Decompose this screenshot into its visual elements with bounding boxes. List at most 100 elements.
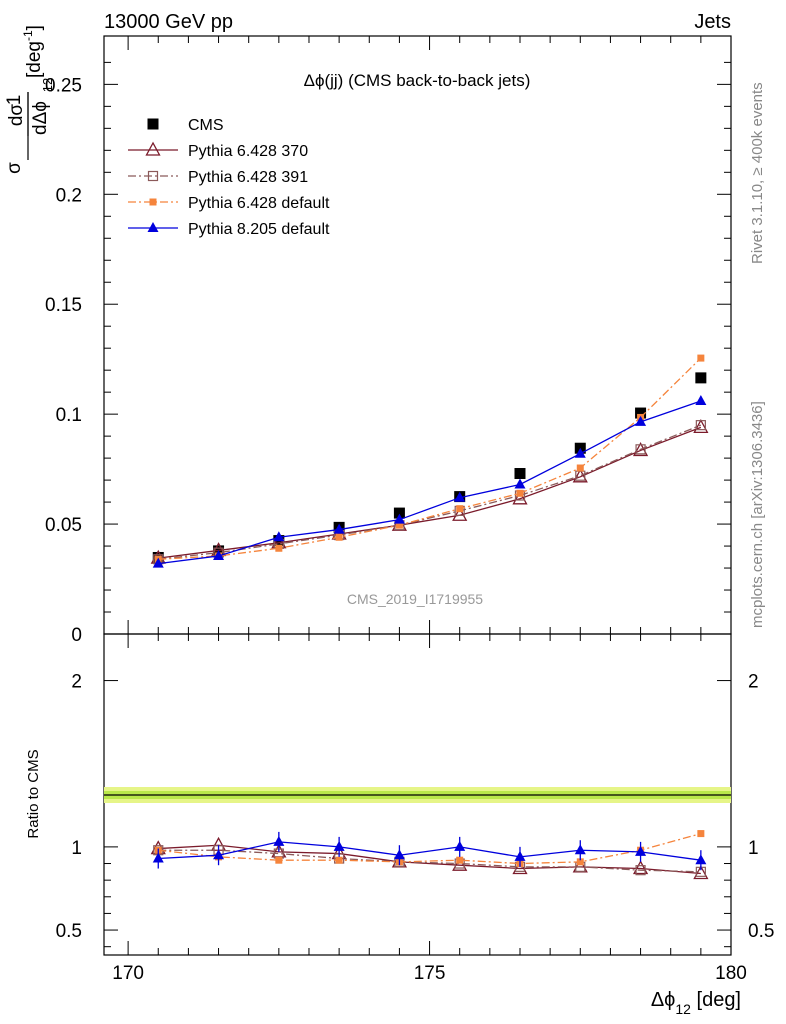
plot-title: Δϕ(jj) (CMS back-to-back jets) — [304, 71, 531, 90]
legend-marker-pythia-6-428-default — [149, 198, 157, 206]
beam-energy-label: 13000 GeV pp — [104, 11, 233, 33]
ratio-y-tick-label-left: 2 — [71, 672, 82, 693]
svg-text:[deg-1]: [deg-1] — [21, 25, 45, 78]
data-point-pythia-8-205-default — [393, 513, 405, 524]
data-point-cms — [695, 372, 707, 384]
y-label-subscript: 12 — [40, 78, 55, 92]
ratio-series-group — [150, 830, 709, 880]
series-line-pythia-8-205-default — [158, 400, 702, 565]
series-line-pythia-6-428-391 — [158, 424, 702, 560]
y-label-dphi: dΔϕ — [30, 101, 51, 135]
x-tick-label: 175 — [414, 963, 446, 984]
ratio-point-pythia-6-428-391 — [635, 865, 646, 876]
x-label-unit: [deg] — [691, 989, 741, 1011]
main-y-tick-labels: 0 0.05 0.1 0.15 0.2 0.25 — [45, 75, 82, 646]
ratio-point-pythia-6-428-370 — [632, 860, 649, 875]
ratio-point-pythia-6-428-default — [335, 856, 343, 864]
data-point-pythia-6-428-370 — [572, 468, 588, 483]
ratio-y-tick-label-right: 2 — [748, 672, 759, 693]
y-label-dsigma: dσ — [6, 104, 27, 127]
data-point-pythia-6-428-370 — [632, 442, 649, 457]
ratio-point-pythia-6-428-370 — [512, 860, 528, 875]
legend-marker-pythia-8-205-default — [147, 222, 159, 232]
main-y-tick-label: 0 — [71, 625, 82, 646]
data-point-pythia-6-428-370 — [693, 418, 709, 433]
legend-label-cms: CMS — [188, 117, 224, 134]
legend-label-pythia-6-428-391: Pythia 6.428 391 — [188, 169, 308, 186]
x-tick-label: 180 — [715, 963, 747, 984]
x-tick-label: 170 — [112, 963, 144, 984]
main-y-tick-label: 0.05 — [45, 515, 82, 536]
data-point-pythia-6-428-370 — [452, 506, 468, 521]
ratio-point-pythia-8-205-default — [695, 854, 707, 865]
data-point-pythia-6-428-370 — [512, 490, 528, 505]
ratio-point-pythia-8-205-default — [635, 845, 647, 856]
data-point-cms — [635, 407, 647, 419]
data-point-pythia-6-428-391 — [635, 444, 646, 455]
data-point-pythia-8-205-default — [514, 478, 526, 489]
data-point-pythia-6-428-default — [697, 354, 705, 362]
x-label-sub: 12 — [675, 1001, 691, 1017]
ratio-axis-ticks — [104, 634, 732, 955]
ratio-point-pythia-8-205-default — [393, 849, 405, 860]
data-point-pythia-8-205-default — [333, 523, 345, 534]
data-point-pythia-8-205-default — [152, 557, 164, 568]
x-axis-label: Δϕ12 [deg] — [651, 989, 741, 1017]
series-line-pythia-6-428-370 — [158, 426, 702, 559]
ratio-y-axis-label: Ratio to CMS — [25, 749, 42, 838]
data-point-pythia-8-205-default — [574, 447, 586, 458]
ratio-point-pythia-8-205-default — [333, 840, 345, 851]
process-label: Jets — [694, 11, 731, 33]
ratio-line-pythia-6-428-default — [158, 832, 702, 865]
data-point-pythia-6-428-default — [395, 521, 403, 529]
x-label-main: Δϕ — [651, 989, 676, 1011]
ratio-point-pythia-6-428-default — [697, 830, 705, 838]
main-y-tick-label: 0.25 — [45, 75, 82, 96]
data-point-pythia-8-205-default — [213, 549, 225, 560]
ratio-line-pythia-6-428-391 — [158, 849, 701, 873]
data-point-cms — [514, 468, 526, 480]
data-point-pythia-8-205-default — [635, 415, 647, 426]
legend-label-pythia-6-428-370: Pythia 6.428 370 — [188, 143, 308, 160]
data-point-pythia-8-205-default — [273, 531, 285, 542]
data-point-pythia-6-428-default — [335, 533, 343, 541]
data-point-pythia-6-428-default — [516, 489, 524, 497]
ratio-point-pythia-8-205-default — [152, 852, 164, 863]
y-label-unit-sup: -1 — [21, 30, 35, 41]
ratio-y-tick-label-right: 0.5 — [748, 921, 774, 942]
data-point-pythia-8-205-default — [454, 491, 466, 502]
ratio-point-pythia-6-428-default — [275, 856, 283, 864]
y-label-sigma: σ — [4, 162, 25, 174]
y-label-one: 1 — [4, 95, 25, 106]
data-point-pythia-8-205-default — [695, 394, 707, 405]
mcplots-reference-label: mcplots.cern.ch [arXiv:1306.3436] — [749, 401, 766, 628]
y-label-unit: [deg — [24, 41, 45, 78]
ratio-point-pythia-6-428-default — [576, 858, 584, 866]
main-series-group — [150, 354, 709, 568]
ratio-point-pythia-8-205-default — [454, 840, 466, 851]
ratio-line-pythia-8-205-default — [158, 841, 701, 861]
ratio-point-pythia-8-205-default — [574, 844, 586, 855]
legend-marker-pythia-6-428-370 — [145, 141, 161, 156]
legend-marker-pythia-6-428-391 — [147, 170, 159, 182]
ratio-y-tick-labels: 0.5 0.5 1 1 2 2 — [56, 672, 775, 942]
data-point-pythia-6-428-default — [456, 505, 464, 513]
y-axis-label: 1 σ dσ dΔϕ 12 [deg-1] — [4, 25, 55, 174]
ratio-y-tick-label-left: 0.5 — [56, 921, 82, 942]
data-point-pythia-6-428-default — [275, 544, 283, 552]
legend-label-pythia-6-428-default: Pythia 6.428 default — [188, 195, 330, 212]
ratio-point-pythia-6-428-370 — [693, 865, 709, 880]
legend: CMS Pythia 6.428 370 Pythia 6.428 391 Pythi… — [128, 117, 330, 238]
analysis-id-label: CMS_2019_I1719955 — [347, 591, 483, 607]
ratio-y-tick-label-left: 1 — [71, 838, 82, 859]
ratio-point-pythia-8-205-default — [273, 835, 285, 846]
data-point-pythia-6-428-default — [576, 464, 584, 472]
data-point-pythia-6-428-391 — [695, 420, 706, 431]
series-line-pythia-6-428-default — [158, 357, 702, 560]
ratio-point-pythia-8-205-default — [514, 850, 526, 861]
data-point-cms — [393, 507, 405, 519]
legend-label-pythia-8-205-default: Pythia 8.205 default — [188, 221, 330, 238]
ratio-point-pythia-8-205-default — [213, 849, 225, 860]
main-axis-ticks — [104, 36, 732, 635]
